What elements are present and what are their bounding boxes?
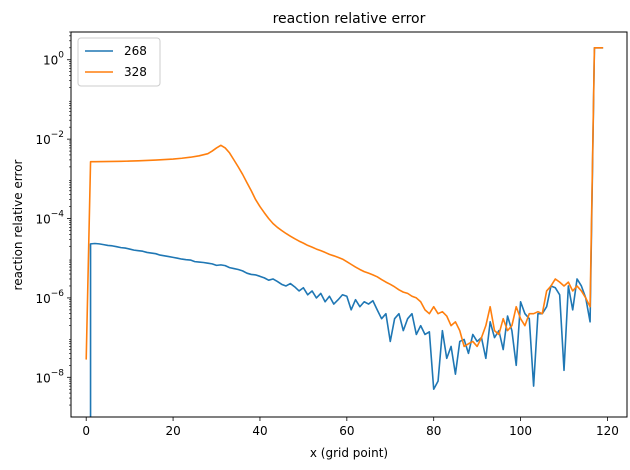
x-tick-label: 120 (596, 424, 619, 438)
legend: 268 328 (77, 37, 161, 87)
x-tick-label: 80 (426, 424, 441, 438)
x-axis-label: x (grid point) (310, 446, 388, 460)
series-line-268 (89, 47, 604, 417)
plot-area (85, 47, 604, 417)
y-tick-label: 100 (43, 51, 64, 68)
y-tick-label: 10−6 (35, 289, 64, 306)
y-tick-label: 10−8 (35, 368, 64, 385)
x-tick-label: 100 (509, 424, 532, 438)
x-tick-label: 40 (252, 424, 267, 438)
y-axis-label: reaction relative error (11, 159, 25, 290)
series-line-328 (85, 47, 604, 360)
x-tick-label: 0 (82, 424, 90, 438)
x-tick-label: 60 (339, 424, 354, 438)
y-tick-label: 10−4 (35, 210, 64, 227)
legend-label-268: 268 (124, 44, 147, 58)
x-tick-label: 20 (165, 424, 180, 438)
y-axis: 10−8 10−6 10−4 10−2 100 (35, 31, 71, 406)
y-tick-label: 10−2 (35, 130, 64, 147)
legend-box (77, 37, 161, 87)
x-axis: 0 20 40 60 80 100 120 (82, 417, 619, 438)
chart-title: reaction relative error (273, 11, 426, 27)
legend-label-328: 328 (124, 65, 147, 79)
